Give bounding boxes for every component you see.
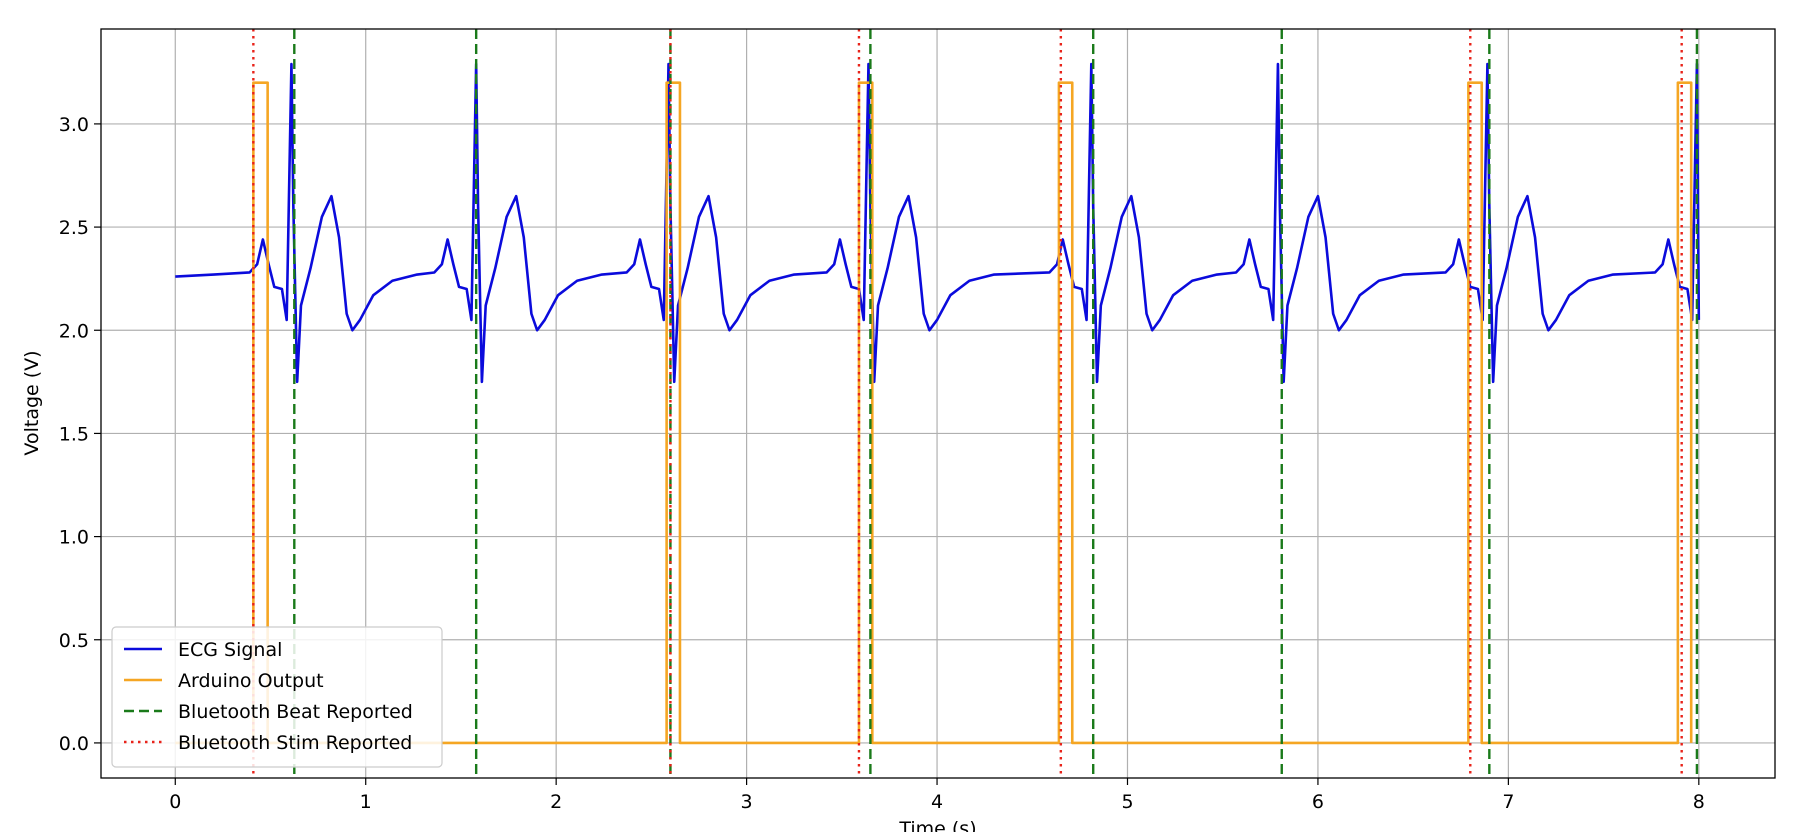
x-tick-label: 7 bbox=[1502, 791, 1514, 813]
y-tick-label: 1.0 bbox=[59, 527, 89, 549]
y-tick-label: 1.5 bbox=[59, 423, 89, 445]
legend-label: Bluetooth Stim Reported bbox=[178, 732, 412, 754]
x-tick-label: 3 bbox=[741, 791, 753, 813]
legend-box bbox=[111, 626, 443, 768]
x-tick-label: 6 bbox=[1312, 791, 1324, 813]
x-axis-label: Time (s) bbox=[898, 818, 976, 832]
legend-label: ECG Signal bbox=[178, 639, 282, 661]
x-tick-label: 2 bbox=[550, 791, 562, 813]
y-axis-label: Voltage (V) bbox=[21, 350, 43, 455]
y-tick-label: 3.0 bbox=[59, 114, 89, 136]
x-tick-label: 4 bbox=[931, 791, 943, 813]
y-tick-label: 0.5 bbox=[59, 630, 89, 652]
x-tick-label: 0 bbox=[169, 791, 181, 813]
legend-label: Arduino Output bbox=[178, 670, 324, 692]
y-tick-label: 2.5 bbox=[59, 217, 89, 239]
legend-label: Bluetooth Beat Reported bbox=[178, 701, 413, 723]
x-tick-label: 1 bbox=[360, 791, 372, 813]
y-tick-label: 0.0 bbox=[59, 733, 89, 755]
x-tick-label: 5 bbox=[1121, 791, 1133, 813]
y-tick-label: 2.0 bbox=[59, 320, 89, 342]
x-tick-label: 8 bbox=[1693, 791, 1705, 813]
plot-frame bbox=[100, 28, 1776, 779]
